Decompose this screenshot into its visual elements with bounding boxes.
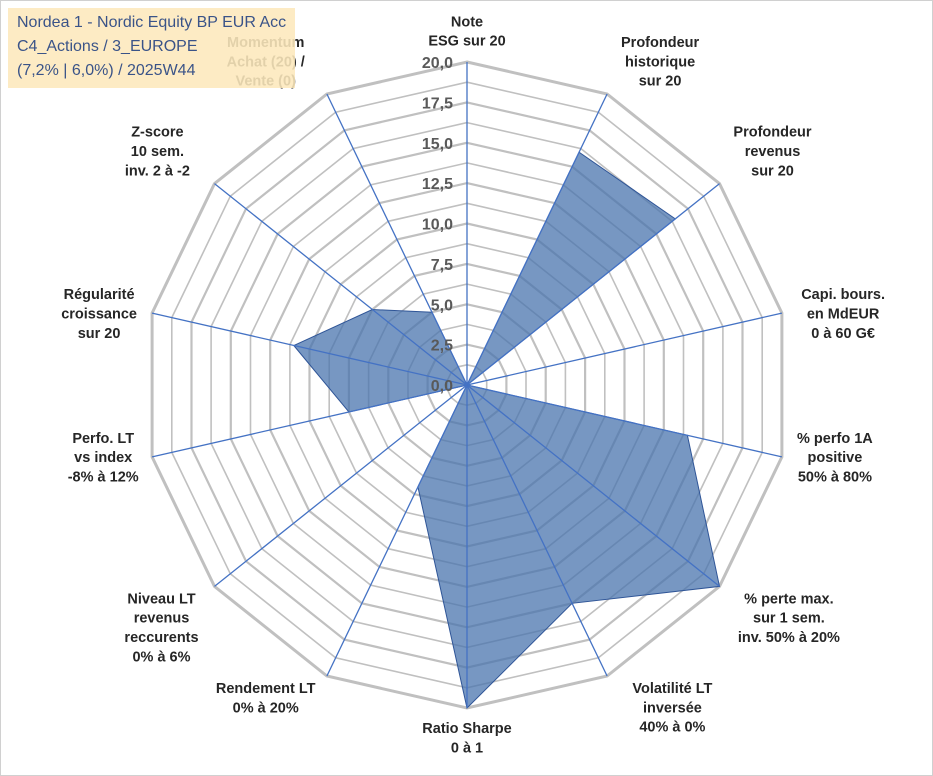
axis-spoke bbox=[466, 93, 608, 386]
axis-label: Z-score 10 sem. inv. 2 à -2 bbox=[125, 125, 190, 180]
axis-label: Perfo. LT vs index -8% à 12% bbox=[68, 431, 139, 486]
axis-label: Ratio Sharpe 0 à 1 bbox=[422, 721, 511, 756]
fund-category: C4_Actions / 3_EUROPE bbox=[17, 38, 198, 55]
tick-label: 0,0 bbox=[431, 378, 453, 395]
fund-performance-week: (7,2% | 6,0%) / 2025W44 bbox=[17, 62, 196, 79]
axis-label: Volatilité LT inversée 40% à 0% bbox=[632, 681, 712, 736]
axis-labels: Note ESG sur 20 Profondeur historique sur 20… bbox=[61, 14, 885, 756]
axis-label: Note ESG sur 20 bbox=[428, 14, 505, 49]
axis-spoke bbox=[214, 384, 468, 587]
axis-spoke bbox=[466, 384, 608, 677]
axis-spoke bbox=[326, 93, 468, 386]
tick-label: 7,5 bbox=[431, 257, 453, 274]
axis-label: Capi. bours. en MdEUR 0 à 60 G€ bbox=[801, 287, 885, 342]
axis-spoke bbox=[151, 384, 468, 458]
axis-spoke bbox=[466, 384, 720, 587]
axis-label: Profondeur historique sur 20 bbox=[621, 35, 699, 90]
tick-label: 17,5 bbox=[422, 95, 453, 112]
tick-label: 12,5 bbox=[422, 176, 453, 193]
fund-name: Nordea 1 - Nordic Equity BP EUR Acc bbox=[17, 14, 287, 31]
axis-label: Profondeur revenus sur 20 bbox=[733, 125, 811, 180]
svg-text:Rendement LT0% à 20%: Rendement LT 0% à 20% bbox=[216, 681, 316, 716]
tick-label: 5,0 bbox=[431, 297, 453, 314]
axis-label: Rendement LT 0% à 20% bbox=[216, 681, 316, 716]
svg-text:% perte max.sur 1 sem.inv. 50%: % perte max. sur 1 sem. inv. 50% à 20% bbox=[738, 591, 840, 646]
axis-label: Niveau LT revenus reccurents 0% à 6% bbox=[124, 591, 198, 665]
fund-title-box: Nordea 1 - Nordic Equity BP EUR Acc C4_A… bbox=[8, 8, 295, 88]
axis-label: % perte max. sur 1 sem. inv. 50% à 20% bbox=[738, 591, 840, 646]
tick-label: 20,0 bbox=[422, 55, 453, 72]
tick-labels: 0,0 2,5 5,0 7,5 10,0 12,5 15,0 17,5 20,0 bbox=[422, 55, 453, 395]
axis-spoke bbox=[151, 312, 468, 386]
axis-label: % perfo 1A positive 50% à 80% bbox=[797, 431, 873, 486]
axis-label: Régularité croissance sur 20 bbox=[61, 287, 137, 342]
axis-spoke bbox=[466, 183, 720, 386]
tick-label: 15,0 bbox=[422, 136, 453, 153]
tick-label: 10,0 bbox=[422, 217, 453, 234]
axis-spoke bbox=[466, 384, 783, 458]
axis-spoke bbox=[326, 384, 468, 677]
axis-spoke bbox=[214, 183, 468, 386]
axis-spoke bbox=[466, 312, 783, 386]
tick-label: 2,5 bbox=[431, 338, 453, 355]
